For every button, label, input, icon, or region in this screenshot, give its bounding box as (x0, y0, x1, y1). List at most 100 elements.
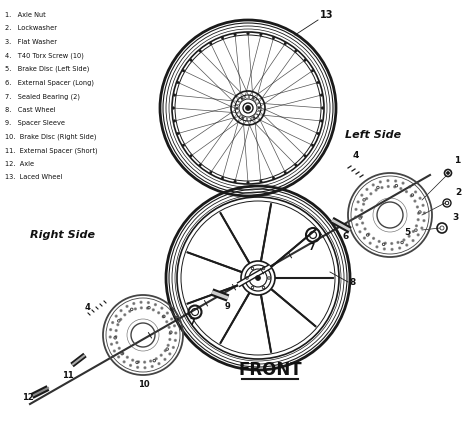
Ellipse shape (361, 209, 363, 211)
Ellipse shape (391, 243, 392, 244)
Ellipse shape (117, 324, 118, 326)
Ellipse shape (272, 177, 275, 179)
Text: 2: 2 (455, 188, 461, 197)
Ellipse shape (369, 242, 371, 244)
Ellipse shape (412, 230, 414, 233)
Text: Left Side: Left Side (345, 130, 401, 140)
Ellipse shape (122, 352, 124, 354)
Ellipse shape (368, 233, 370, 235)
Ellipse shape (361, 216, 363, 218)
Ellipse shape (177, 132, 179, 135)
Ellipse shape (253, 97, 255, 100)
Ellipse shape (372, 184, 374, 186)
Ellipse shape (356, 224, 358, 226)
Ellipse shape (155, 304, 156, 306)
Ellipse shape (311, 144, 314, 146)
Ellipse shape (164, 350, 166, 352)
Ellipse shape (169, 338, 171, 341)
Ellipse shape (381, 187, 383, 189)
Ellipse shape (379, 181, 381, 183)
Ellipse shape (391, 249, 393, 250)
Ellipse shape (112, 322, 114, 324)
Text: 8: 8 (350, 278, 356, 287)
Ellipse shape (169, 333, 171, 334)
Ellipse shape (246, 106, 250, 111)
Ellipse shape (418, 212, 419, 214)
Ellipse shape (120, 319, 122, 320)
Ellipse shape (115, 336, 117, 338)
Ellipse shape (364, 237, 365, 239)
Text: 9: 9 (225, 302, 231, 311)
Ellipse shape (182, 144, 185, 146)
Ellipse shape (375, 189, 377, 191)
Ellipse shape (304, 154, 306, 157)
Ellipse shape (175, 332, 177, 334)
Ellipse shape (210, 171, 212, 174)
Ellipse shape (366, 189, 368, 190)
Ellipse shape (364, 228, 366, 230)
Ellipse shape (164, 358, 166, 360)
Text: 11.  External Spacer (Short): 11. External Spacer (Short) (5, 147, 98, 154)
Ellipse shape (123, 361, 125, 363)
Ellipse shape (132, 359, 134, 361)
Ellipse shape (304, 59, 306, 61)
Text: 12.  Axle: 12. Axle (5, 160, 34, 167)
Ellipse shape (362, 222, 364, 224)
Ellipse shape (410, 195, 412, 197)
Ellipse shape (199, 164, 201, 166)
Ellipse shape (384, 242, 386, 244)
Ellipse shape (116, 342, 118, 344)
Ellipse shape (383, 248, 385, 250)
Ellipse shape (210, 42, 212, 45)
Ellipse shape (417, 219, 419, 221)
Ellipse shape (173, 94, 176, 96)
Ellipse shape (295, 50, 297, 52)
Ellipse shape (161, 307, 163, 309)
Text: 3.   Flat Washer: 3. Flat Washer (5, 39, 57, 45)
Text: 4: 4 (85, 303, 91, 312)
Ellipse shape (137, 366, 138, 368)
Ellipse shape (167, 344, 169, 346)
Ellipse shape (417, 234, 419, 236)
Ellipse shape (403, 239, 405, 241)
Ellipse shape (402, 182, 404, 184)
Text: 9.   Spacer Sleeve: 9. Spacer Sleeve (5, 120, 65, 126)
Ellipse shape (147, 302, 149, 303)
Ellipse shape (320, 120, 323, 122)
Ellipse shape (140, 301, 142, 303)
Ellipse shape (173, 346, 174, 348)
Ellipse shape (140, 307, 142, 309)
Ellipse shape (146, 307, 148, 309)
Ellipse shape (355, 216, 356, 218)
Ellipse shape (357, 201, 359, 203)
Ellipse shape (130, 365, 131, 366)
Ellipse shape (447, 171, 449, 175)
Ellipse shape (284, 42, 286, 45)
Ellipse shape (118, 347, 120, 349)
Ellipse shape (247, 181, 249, 184)
Ellipse shape (260, 33, 262, 36)
Text: 3: 3 (452, 213, 458, 222)
Ellipse shape (366, 197, 367, 200)
Ellipse shape (190, 59, 192, 61)
Ellipse shape (415, 191, 417, 193)
Ellipse shape (166, 312, 168, 314)
Ellipse shape (416, 225, 417, 227)
Ellipse shape (414, 200, 416, 202)
Ellipse shape (118, 356, 119, 358)
Ellipse shape (199, 50, 201, 52)
Ellipse shape (394, 186, 396, 188)
Ellipse shape (166, 321, 168, 323)
Ellipse shape (258, 107, 260, 109)
Ellipse shape (158, 312, 160, 314)
Ellipse shape (151, 365, 153, 368)
Ellipse shape (155, 358, 157, 360)
Ellipse shape (311, 70, 314, 72)
Ellipse shape (423, 212, 425, 214)
Ellipse shape (173, 325, 175, 327)
Ellipse shape (150, 360, 152, 362)
Ellipse shape (370, 193, 372, 195)
Ellipse shape (395, 180, 397, 182)
Text: 13.  Laced Wheel: 13. Laced Wheel (5, 174, 63, 180)
Ellipse shape (317, 132, 319, 135)
